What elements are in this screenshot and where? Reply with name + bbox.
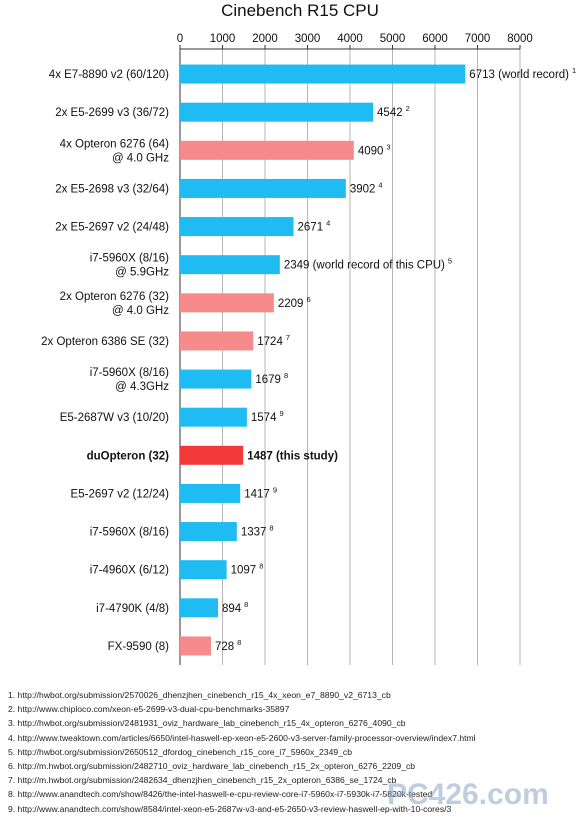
category-label: E5-2687W v3 (10/20) — [60, 412, 169, 424]
bar — [180, 598, 218, 618]
x-tick-label: 6000 — [422, 33, 448, 45]
bar — [180, 102, 374, 122]
reference-superscript: 5 — [448, 257, 452, 266]
reference-superscript: 8 — [244, 600, 248, 609]
x-tick-label: 3000 — [295, 33, 321, 45]
pc426-watermark-logo: PC426.com — [387, 778, 549, 811]
value-label: 894 8 — [222, 600, 248, 615]
reference-superscript: 7 — [286, 333, 290, 342]
category-label: i7-4790K (4/8) — [96, 603, 169, 615]
reference-superscript: 4 — [326, 219, 330, 228]
category-label: FX-9590 (8) — [108, 641, 170, 653]
bar — [180, 217, 294, 237]
value-label: 2349 (world record of this CPU) 5 — [284, 257, 452, 272]
cinebench-bar-chart: Cinebench R15 CPU 0 1000 2000 3000 4000 5000 6… — [41, 1, 576, 665]
value-label: 2209 6 — [278, 295, 311, 310]
bar — [180, 331, 254, 351]
category-label: @ 4.0 GHz — [112, 305, 169, 317]
category-label: 2x Opteron 6386 SE (32) — [41, 336, 169, 348]
bar — [180, 560, 227, 580]
value-label: 1574 9 — [251, 409, 284, 424]
value-label: 4090 3 — [358, 142, 391, 157]
value-label: 2671 4 — [298, 219, 331, 234]
category-label: i7-5960X (8/16) — [90, 253, 169, 265]
reference-superscript: 9 — [273, 485, 277, 494]
value-label: 1724 7 — [257, 333, 290, 348]
value-label: 1097 8 — [231, 562, 264, 577]
category-label: 2x E5-2697 v2 (24/48) — [55, 222, 169, 234]
x-tick-label: 1000 — [210, 33, 236, 45]
reference-list: 1. http://hwbot.org/submission/2570026_d… — [8, 688, 578, 816]
bar — [180, 178, 346, 198]
x-tick-label: 4000 — [337, 33, 363, 45]
reference-item: 2. http://www.chiploco.com/xeon-e5-2699-… — [8, 704, 290, 715]
category-label: i7-4960X (6/12) — [90, 565, 169, 577]
reference-superscript: 2 — [406, 104, 410, 113]
reference-item: 8. http://www.anandtech.com/show/8426/th… — [8, 789, 433, 800]
category-label: @ 4.0 GHz — [112, 152, 169, 164]
reference-item: 4. http://www.tweaktown.com/articles/665… — [8, 732, 476, 743]
bar — [180, 369, 252, 389]
reference-item: 6. http://m.hwbot.org/submission/2482710… — [8, 761, 416, 772]
watermark-text: PC426.com — [387, 778, 549, 811]
value-label: 1337 8 — [241, 524, 274, 539]
value-label: 1679 8 — [255, 371, 288, 386]
chart-title: Cinebench R15 CPU — [221, 1, 379, 20]
reference-superscript: 3 — [386, 142, 390, 151]
bar — [180, 407, 247, 427]
reference-superscript: 1 — [572, 66, 576, 75]
category-label: 2x Opteron 6276 (32) — [60, 291, 169, 303]
value-label: 1417 9 — [244, 485, 277, 500]
x-tick-label: 2000 — [252, 33, 278, 45]
value-label: 6713 (world record) 1 — [469, 66, 576, 81]
bar — [180, 255, 280, 275]
category-label: i7-5960X (8/16) — [90, 367, 169, 379]
category-label: 4x Opteron 6276 (64) — [60, 138, 169, 150]
reference-superscript: 9 — [279, 409, 283, 418]
category-label: E5-2697 v2 (12/24) — [71, 488, 170, 500]
value-label: 728 8 — [215, 638, 241, 653]
x-tick-label: 5000 — [380, 33, 406, 45]
bar — [180, 636, 211, 656]
value-label: 3902 4 — [350, 180, 383, 195]
category-label: 4x E7-8890 v2 (60/120) — [49, 69, 169, 81]
reference-item: 9. http://www.anandtech.com/show/8584/in… — [8, 803, 452, 814]
x-tick-label: 0 — [177, 33, 183, 45]
reference-item: 7. http://m.hwbot.org/submission/2482634… — [8, 775, 397, 786]
value-label: 1487 (this study) — [247, 450, 338, 462]
bar — [180, 483, 241, 503]
bar — [180, 293, 274, 313]
x-tick-label: 8000 — [507, 33, 533, 45]
reference-superscript: 6 — [306, 295, 310, 304]
reference-item: 3. http://hwbot.org/submission/2481931_o… — [8, 718, 406, 729]
category-label: 2x E5-2699 v3 (36/72) — [55, 107, 169, 119]
reference-item: 5. http://hwbot.org/submission/2650512_d… — [8, 746, 353, 757]
category-labels: 4x E7-8890 v2 (60/120) 2x E5-2699 v3 (36/… — [41, 69, 169, 653]
reference-superscript: 4 — [378, 180, 382, 189]
category-label: @ 4.3GHz — [115, 381, 169, 393]
value-label: 4542 2 — [377, 104, 410, 119]
reference-superscript: 8 — [237, 638, 241, 647]
category-label: 2x E5-2698 v3 (32/64) — [55, 183, 169, 195]
category-label: @ 5.9GHz — [115, 267, 169, 279]
bar — [180, 64, 466, 84]
bar — [180, 522, 237, 542]
bars — [180, 64, 466, 656]
bar — [180, 445, 244, 465]
reference-item: 1. http://hwbot.org/submission/2570026_d… — [8, 690, 391, 700]
reference-superscript: 8 — [259, 562, 263, 571]
x-tick-label: 7000 — [465, 33, 491, 45]
reference-superscript: 8 — [269, 524, 273, 533]
bar — [180, 140, 354, 160]
reference-superscript: 8 — [284, 371, 288, 380]
x-tick-labels: 0 1000 2000 3000 4000 5000 6000 7000 8000 — [177, 33, 533, 45]
category-label: i7-5960X (8/16) — [90, 527, 169, 539]
category-label: duOpteron (32) — [87, 450, 170, 462]
